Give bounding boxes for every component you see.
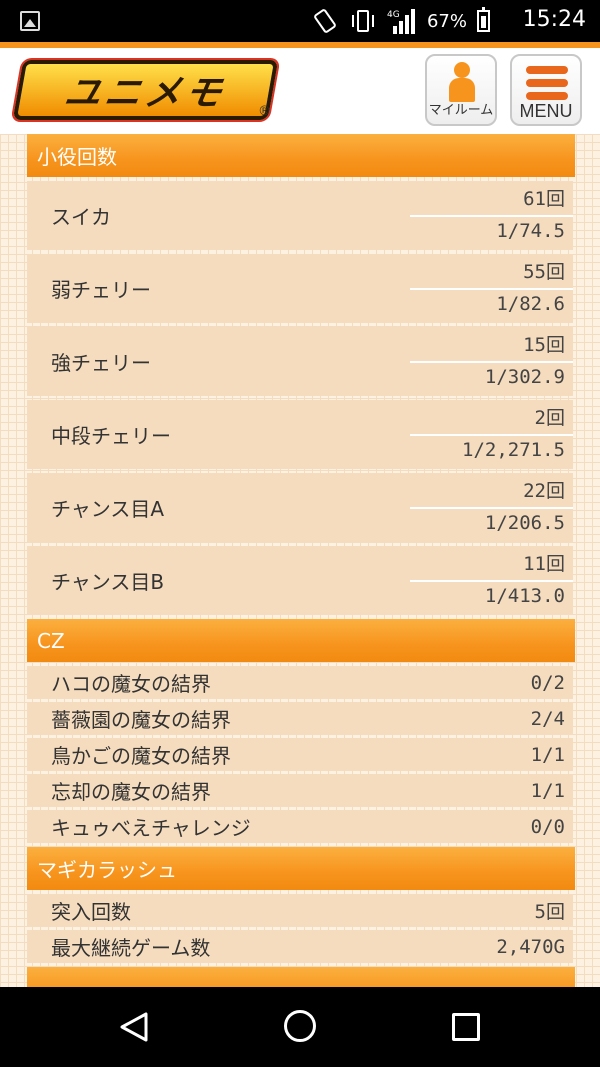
stat-probability: 1/302.9 [484, 366, 565, 388]
menu-button[interactable]: MENU [510, 54, 582, 126]
stat-name: チャンス目A [51, 497, 165, 521]
my-room-label: マイルーム [428, 103, 494, 118]
my-room-button[interactable]: マイルーム [425, 54, 497, 126]
kv-row: ハコの魔女の結界 0/2 [27, 666, 573, 699]
kv-row: 突入回数 5回 [27, 894, 573, 927]
kv-row: 鳥かごの魔女の結界 1/1 [27, 738, 573, 771]
stat-count: 15回 [523, 334, 565, 356]
stat-row: 中段チェリー 2回 1/2,271.5 [27, 400, 573, 469]
row-divider [410, 580, 573, 582]
clock: 15:24 [522, 7, 586, 32]
stat-name: 弱チェリー [51, 278, 151, 302]
site-logo[interactable]: ユニメモ [12, 60, 279, 120]
stat-probability: 1/2,271.5 [462, 439, 565, 461]
recent-apps-icon[interactable] [452, 1013, 480, 1041]
stat-name: 中段チェリー [51, 424, 171, 448]
main-content[interactable]: 小役回数 スイカ 61回 1/74.5 弱チェリー 55回 1/82.6 強チェ… [0, 134, 600, 987]
stat-row: チャンス目B 11回 1/413.0 [27, 546, 573, 615]
kv-name: 鳥かごの魔女の結界 [51, 744, 231, 768]
svg-text:4G: 4G [387, 10, 400, 20]
stat-row: 強チェリー 15回 1/302.9 [27, 327, 573, 396]
row-divider [410, 215, 573, 217]
vibrate-icon [351, 10, 374, 32]
kv-value: 2/4 [530, 707, 565, 730]
kv-value: 5回 [534, 901, 565, 923]
stat-row: チャンス目A 22回 1/206.5 [27, 473, 573, 542]
stat-count: 55回 [523, 261, 565, 283]
kv-row: 薔薇園の魔女の結界 2/4 [27, 702, 573, 735]
kv-name: 最大継続ゲーム数 [51, 936, 211, 960]
signal-icon: 4G [387, 9, 415, 34]
kv-name: 忘却の魔女の結界 [51, 780, 211, 804]
hamburger-icon [526, 66, 568, 100]
kv-value: 2,470G [496, 935, 565, 958]
section-header-cz: CZ [27, 619, 575, 662]
back-icon[interactable] [118, 1011, 150, 1043]
stat-count: 11回 [523, 553, 565, 575]
stat-row: スイカ 61回 1/74.5 [27, 181, 573, 250]
stat-name: 強チェリー [51, 351, 151, 375]
logo-text: ユニメモ [61, 73, 229, 114]
header-accent-line [0, 42, 600, 48]
row-divider [410, 288, 573, 290]
stat-probability: 1/413.0 [484, 585, 565, 607]
kv-row: 最大継続ゲーム数 2,470G [27, 930, 573, 963]
stat-count: 61回 [523, 188, 565, 210]
stat-row: 弱チェリー 55回 1/82.6 [27, 254, 573, 323]
kv-name: 薔薇園の魔女の結界 [51, 708, 231, 732]
kv-value: 0/0 [530, 815, 565, 838]
system-nav-bar [0, 987, 600, 1067]
row-divider [410, 507, 573, 509]
rotation-icon [314, 9, 336, 33]
stat-count: 22回 [523, 480, 565, 502]
section-header-koyaku: 小役回数 [27, 134, 575, 177]
registered-mark: ® [258, 104, 271, 119]
kv-name: 突入回数 [51, 900, 131, 924]
battery-icon [477, 7, 490, 32]
kv-row: 忘却の魔女の結界 1/1 [27, 774, 573, 807]
row-divider [410, 361, 573, 363]
row-divider [410, 434, 573, 436]
status-icons: 4G 67% [313, 7, 490, 34]
kv-value: 0/2 [530, 671, 565, 694]
stats-container: 小役回数 スイカ 61回 1/74.5 弱チェリー 55回 1/82.6 強チェ… [15, 134, 585, 987]
section-header-magika-rush: マギカラッシュ [27, 847, 575, 890]
battery-percent: 67% [426, 10, 467, 32]
kv-name: ハコの魔女の結界 [51, 672, 211, 696]
stat-probability: 1/74.5 [496, 220, 565, 242]
stat-probability: 1/82.6 [496, 293, 565, 315]
kv-value: 1/1 [530, 779, 565, 802]
kv-row: キュゥべえチャレンジ 0/0 [27, 810, 573, 843]
stat-probability: 1/206.5 [484, 512, 565, 534]
section-header-partial [27, 967, 575, 987]
home-icon[interactable] [284, 1010, 316, 1042]
status-bar: 4G 67% 15:24 [0, 0, 600, 42]
stat-name: スイカ [51, 205, 111, 229]
app-header: ユニメモ ® マイルーム MENU [0, 48, 600, 134]
stat-count: 2回 [534, 407, 565, 429]
kv-name: キュゥべえチャレンジ [51, 816, 251, 840]
person-icon [449, 62, 475, 102]
kv-value: 1/1 [530, 743, 565, 766]
stat-name: チャンス目B [51, 570, 165, 594]
gallery-notification-icon [20, 11, 40, 31]
menu-label: MENU [519, 101, 573, 121]
